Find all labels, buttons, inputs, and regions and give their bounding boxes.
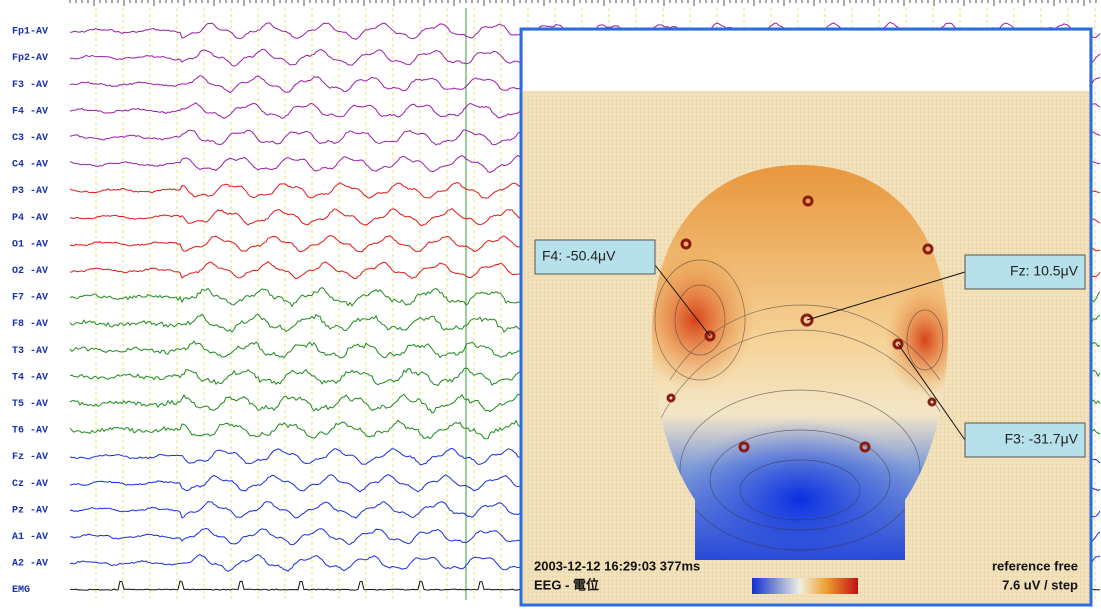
channel-label: T6 -AV: [12, 426, 48, 437]
channel-label: Fp2-AV: [12, 53, 48, 64]
callout-text: F4: -50.4μV: [542, 248, 616, 264]
channel-label: O2 -AV: [12, 266, 48, 277]
topomap-window: F4: -50.4μV Fz: 10.5μV F3: -31.7μV 2003-…: [519, 27, 1093, 607]
color-bar: [752, 578, 858, 594]
channel-label: P3 -AV: [12, 186, 48, 197]
channel-label: F4 -AV: [12, 106, 48, 117]
mode: EEG - 電位: [534, 577, 599, 592]
channel-label: Fz -AV: [12, 452, 48, 463]
channel-label: P4 -AV: [12, 213, 48, 224]
channel-label: O1 -AV: [12, 239, 48, 250]
head-map: [651, 165, 949, 560]
channel-label: F7 -AV: [12, 293, 48, 304]
channel-label: F8 -AV: [12, 319, 48, 330]
callout-text: Fz: 10.5μV: [1010, 263, 1079, 279]
channel-labels: Fp1-AV Fp2-AV F3 -AV F4 -AV C3 -AV C4 -AV P3 -…: [12, 27, 48, 597]
callout-lines: [654, 264, 966, 441]
channel-label: C3 -AV: [12, 133, 48, 144]
callout-box: [964, 254, 1086, 290]
channel-label: A1 -AV: [12, 532, 48, 543]
electrodes: [666, 195, 937, 453]
channel-label: Fp1-AV: [12, 27, 48, 38]
channel-label: T4 -AV: [12, 372, 48, 383]
channel-label: Cz -AV: [12, 479, 48, 490]
channel-label: A2 -AV: [12, 559, 48, 570]
channel-label: EMG: [12, 585, 30, 596]
callout-box: [964, 422, 1086, 458]
channel-label: T5 -AV: [12, 399, 48, 410]
window-header: [523, 31, 1089, 91]
timestamp: 2003-12-12 16:29:03 377ms: [534, 558, 700, 573]
channel-label: C4 -AV: [12, 160, 48, 171]
scale: 7.6 uV / step: [1002, 577, 1078, 592]
channel-label: Pz -AV: [12, 505, 48, 516]
callout-text: F3: -31.7μV: [1005, 431, 1079, 447]
callout-box: [534, 239, 656, 275]
reference: reference free: [992, 558, 1078, 573]
channel-label: T3 -AV: [12, 346, 48, 357]
channel-label: F3 -AV: [12, 80, 48, 91]
